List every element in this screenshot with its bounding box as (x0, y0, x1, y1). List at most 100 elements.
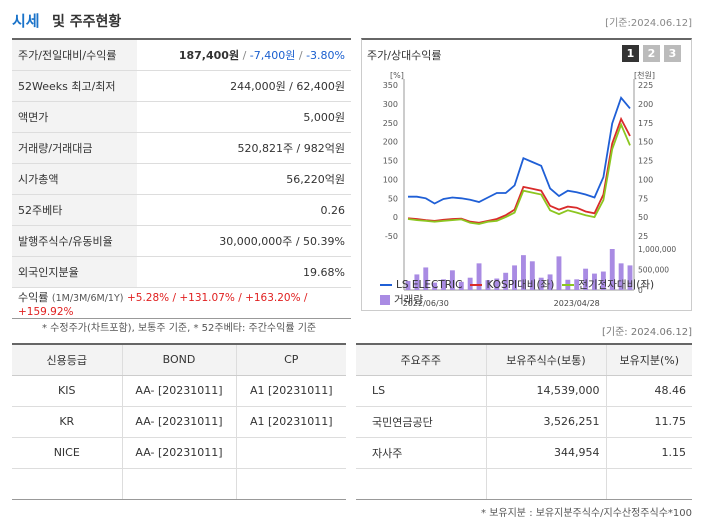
chart-page-2-button[interactable]: 2 (643, 45, 660, 62)
chart-page-1-button[interactable]: 1 (622, 45, 639, 62)
volume-bar (512, 265, 518, 290)
info-row: 시가총액 56,220억원 (12, 163, 351, 195)
foreign-label: 외국인지분율 (12, 256, 137, 289)
volume-bar (529, 261, 535, 290)
holders-header-shares: 보유주식수(보통) (486, 344, 607, 376)
holder-shares: 14,539,000 (486, 375, 607, 407)
legend-swatch (470, 284, 483, 286)
volume-tick-label: 1,000,000 (638, 245, 676, 254)
header-title-market: 시세 (12, 12, 40, 30)
volume-bar (458, 281, 464, 290)
volume-value: 520,821주 / 982억원 (137, 132, 351, 164)
table-row (356, 468, 692, 500)
info-row: 거래량/거래대금 520,821주 / 982억원 (12, 132, 351, 164)
returns-periods: (1M/3M/6M/1Y) (51, 292, 124, 304)
empty-cell (122, 468, 237, 500)
right-tick-label: 175 (638, 119, 653, 128)
volume-bar (520, 255, 526, 290)
holder-shares: 3,526,251 (486, 406, 607, 438)
legend-item: 거래량 (380, 293, 423, 308)
right-tick-label: 225 (638, 81, 653, 90)
price: 187,400원 (178, 48, 240, 62)
right-tick-label: 150 (638, 138, 653, 147)
price-chart: [%] [천원]350300250200150100500-50225200175… (383, 70, 677, 308)
left-tick-label: -50 (385, 232, 398, 241)
left-tick-label: 100 (383, 175, 398, 184)
volume-bar (556, 256, 562, 290)
shares-value: 30,000,000주 / 50.39% (137, 225, 351, 258)
legend-label: 전기전자대비(좌) (578, 279, 655, 291)
volume-tick-label: 500,000 (638, 266, 669, 275)
foreign-value: 19.68% (137, 256, 351, 289)
holders-header-row: 주요주주 보유주식수(보통) 보유지분(%) (356, 344, 692, 376)
volume-bar (432, 282, 438, 290)
separator: / (295, 48, 307, 62)
legend-swatch (380, 295, 390, 305)
holder-pct: 1.15 (606, 437, 692, 469)
chart-legend: LS ELECTRIC KOSPI대비(좌) 전기전자대비(좌) 거래량 (380, 278, 690, 308)
major-holders-table: 주요주주 보유주식수(보통) 보유지분(%) LS 14,539,000 48.… (356, 343, 692, 500)
par-label: 액면가 (12, 101, 137, 133)
legend-item: LS ELECTRIC (380, 278, 462, 293)
credit-header-row: 신용등급 BOND CP (12, 344, 346, 376)
holders-date: [기준: 2024.06.12] (601, 327, 692, 338)
returns-cell: 수익률 (1M/3M/6M/1Y) +5.28% / +131.07% / +1… (12, 287, 351, 320)
info-row: 외국인지분율 19.68% (12, 256, 351, 289)
table-row: KR AA- [20231011] A1 [20231011] (12, 406, 346, 438)
table-row: NICE AA- [20231011] (12, 437, 346, 469)
left-tick-label: 300 (383, 100, 398, 109)
table-row: KIS AA- [20231011] A1 [20231011] (12, 375, 346, 407)
volume-bar (485, 280, 491, 290)
credit-agency: NICE (12, 437, 123, 469)
empty-cell (236, 468, 346, 500)
volume-bar (494, 278, 500, 290)
credit-bond: AA- [20231011] (122, 406, 237, 438)
right-tick-label: 200 (638, 100, 653, 109)
price-label: 주가/전일대비/수익률 (12, 39, 137, 71)
holder-name: LS (356, 375, 487, 407)
holders-header-pct: 보유지분(%) (606, 344, 692, 376)
legend-label: KOSPI대비(좌) (486, 279, 555, 291)
volume-label: 거래량/거래대금 (12, 132, 137, 164)
volume-bar (405, 280, 411, 290)
price-change: -7,400원 (249, 48, 296, 62)
left-tick-label: 150 (383, 157, 398, 166)
legend-item: KOSPI대비(좌) (470, 278, 554, 293)
info-row: 주가/전일대비/수익률 187,400원 / -7,400원 / -3.80% (12, 39, 351, 71)
credit-bond: AA- [20231011] (122, 437, 237, 469)
empty-cell (356, 468, 487, 500)
mcap-value: 56,220억원 (137, 163, 351, 195)
chart-page-3-button[interactable]: 3 (664, 45, 681, 62)
volume-bar (538, 277, 544, 290)
legend-swatch (562, 284, 575, 286)
price-change-pct: -3.80% (306, 48, 345, 62)
volume-bar (592, 273, 597, 290)
credit-cp (236, 437, 346, 469)
volume-bar (627, 265, 633, 290)
footnote-holders: * 보유지분 : 보유지분주식수/지수산정주식수*100 (481, 508, 692, 519)
left-tick-label: 0 (393, 213, 398, 222)
holder-name: 국민연금공단 (356, 406, 487, 438)
separator: / (239, 48, 250, 62)
right-tick-label: 100 (638, 175, 653, 184)
credit-header-bond: BOND (122, 344, 237, 376)
beta-label: 52주베타 (12, 194, 137, 227)
header-title-holders: 및 주주현황 (52, 14, 122, 30)
returns-label: 수익률 (18, 290, 49, 304)
x-tick-label: 2022/06/30 (403, 299, 449, 308)
volume-bar (423, 267, 429, 290)
series-line (408, 96, 631, 205)
holder-shares: 344,954 (486, 437, 607, 469)
volume-bar (547, 274, 553, 290)
right-tick-label: 25 (638, 232, 648, 241)
volume-bar (503, 272, 509, 290)
credit-bond: AA- [20231011] (122, 375, 237, 407)
left-tick-label: 50 (388, 194, 398, 203)
price-value: 187,400원 / -7,400원 / -3.80% (137, 39, 351, 71)
table-row (12, 468, 346, 500)
volume-bar (583, 268, 589, 290)
volume-bar (618, 263, 624, 290)
credit-header-agency: 신용등급 (12, 344, 123, 376)
